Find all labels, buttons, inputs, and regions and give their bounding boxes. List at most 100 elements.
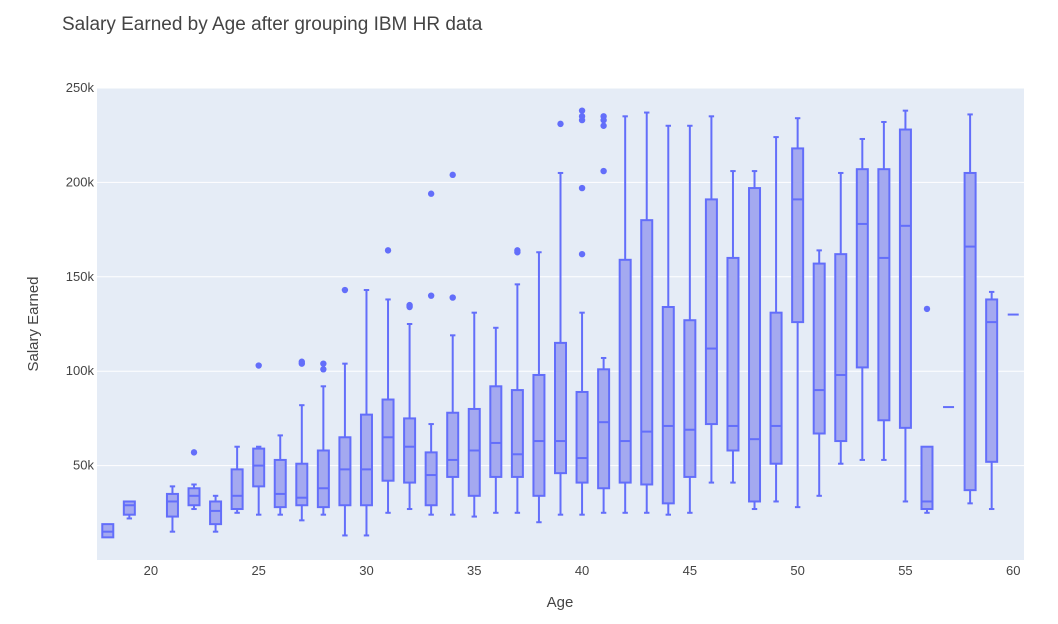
x-tick-label: 20 [144,563,158,578]
outlier-point [578,107,586,114]
iqr-box [532,373,546,497]
outlier-point [449,171,456,179]
iqr-box [209,500,223,526]
box-age-40 [575,107,589,516]
iqr-box [489,385,503,478]
y-tick-label: 50k [73,458,94,473]
box-age-35 [467,311,481,518]
box-age-25 [252,362,266,516]
x-axis-ticks: 20 25 30 35 40 45 50 55 60 [144,563,1021,578]
iqr-box [467,407,481,497]
box-age-43 [640,111,654,514]
iqr-box [295,462,309,507]
box-age-51 [812,249,826,497]
iqr-box [122,500,136,516]
boxes [101,107,1019,539]
y-tick-label: 250k [66,80,95,95]
iqr-box [230,468,244,511]
box-age-28 [316,360,330,516]
box-age-55 [898,109,912,503]
iqr-box [381,398,395,482]
iqr-box [834,253,848,443]
box-age-54 [877,120,891,461]
box-age-24 [230,445,244,514]
iqr-box [704,198,718,426]
x-tick-label: 40 [575,563,589,578]
box-age-38 [532,251,546,524]
iqr-box [403,417,417,484]
box-age-46 [704,115,718,484]
x-tick-label: 25 [251,563,265,578]
iqr-box [273,458,287,509]
box-age-21 [165,485,179,533]
iqr-box [898,128,912,429]
box-age-32 [403,301,417,511]
box-age-52 [834,171,848,465]
iqr-box [726,256,740,452]
box-age-30 [359,289,373,537]
outlier-point [923,305,931,313]
box-age-31 [381,247,395,514]
iqr-box [165,492,179,518]
box-age-39 [554,120,567,516]
iqr-box [877,168,891,422]
iqr-box [424,451,438,507]
iqr-box [252,447,266,488]
outlier-point [384,247,392,254]
iqr-box [510,389,524,478]
outlier-point [406,301,413,309]
outlier-point [298,358,306,365]
box-age-36 [489,326,503,514]
iqr-box [920,445,934,511]
x-axis-title: Age [547,594,574,611]
box-age-58 [963,113,977,505]
outlier-point [578,113,586,120]
iqr-box [618,258,632,484]
box-age-56 [920,305,934,514]
y-axis-title: Salary Earned [25,276,42,371]
box-age-44 [661,124,675,516]
box-age-42 [618,115,632,514]
outlier-point [557,120,564,128]
outlier-point [578,250,586,258]
y-tick-label: 100k [66,363,95,378]
x-tick-label: 50 [790,563,804,578]
iqr-box [597,368,611,490]
iqr-box [640,219,654,486]
iqr-box [554,341,567,475]
x-tick-label: 55 [898,563,912,578]
box-age-22 [187,449,201,511]
iqr-box [446,411,460,478]
x-tick-label: 35 [467,563,481,578]
box-age-48 [748,170,762,511]
box-age-26 [273,434,287,516]
box-age-27 [295,358,309,522]
iqr-box [575,390,589,484]
outlier-point [600,113,607,120]
iqr-box [791,147,805,324]
outlier-point [320,366,327,373]
outlier-point [341,286,349,294]
box-age-59 [985,290,999,511]
iqr-box [683,319,697,478]
box-age-23 [209,494,223,533]
y-tick-label: 200k [66,174,95,189]
y-axis-ticks: 50k 100k 150k 200k 250k [66,80,95,473]
box-age-37 [510,247,524,514]
box-age-19 [122,500,136,520]
box-age-45 [683,124,697,514]
iqr-box [661,306,675,505]
box-age-29 [338,286,352,537]
x-tick-label: 45 [683,563,697,578]
iqr-box [338,436,352,507]
box-age-18 [101,523,115,539]
box-age-33 [424,190,438,516]
outlier-point [600,167,607,175]
box-age-41 [597,113,611,514]
iqr-box [812,262,826,435]
outlier-point [514,247,521,254]
outlier-point [427,292,435,299]
outlier-point [255,362,262,369]
